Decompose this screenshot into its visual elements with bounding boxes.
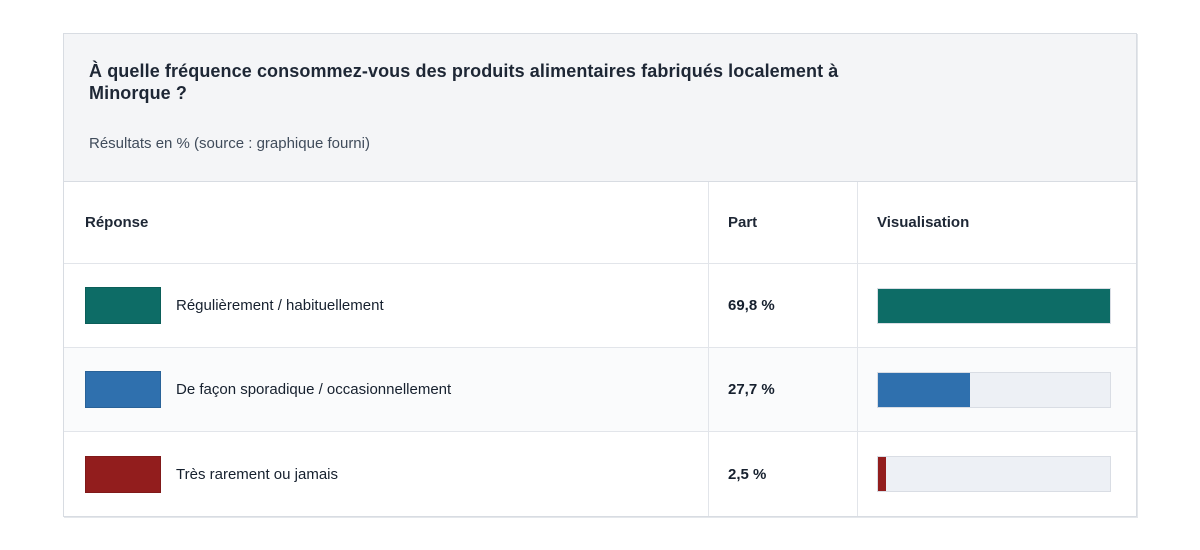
column-header-visualisation: Visualisation — [877, 214, 970, 231]
answer-cell: Très rarement ou jamais — [64, 432, 709, 516]
viz-bar-track — [877, 371, 1111, 408]
survey-results-card: À quelle fréquence consommez-vous des pr… — [63, 33, 1137, 517]
table-row: Régulièrement / habituellement 69,8 % — [64, 264, 1136, 348]
answer-cell: De façon sporadique / occasionnellement — [64, 348, 709, 431]
visualization-cell — [858, 432, 1136, 516]
table-row: Très rarement ou jamais 2,5 % — [64, 432, 1136, 516]
viz-bar-fill — [878, 457, 887, 491]
table-header-row: Réponse Part Visualisation — [64, 182, 1136, 264]
subtitle: Résultats en % (source : graphique fourn… — [89, 135, 370, 152]
visualization-cell — [858, 348, 1136, 431]
results-table: Réponse Part Visualisation Régulièrement… — [64, 182, 1136, 516]
viz-bar-fill — [878, 288, 1110, 323]
answer-label: Régulièrement / habituellement — [176, 297, 384, 314]
viz-bar-track — [877, 287, 1111, 324]
answer-cell: Régulièrement / habituellement — [64, 264, 709, 347]
percent-value: 2,5 % — [728, 465, 767, 483]
part-cell: 27,7 % — [709, 348, 858, 431]
table-row: De façon sporadique / occasionnellement … — [64, 348, 1136, 432]
card-header: À quelle fréquence consommez-vous des pr… — [64, 34, 1136, 182]
percent-value: 27,7 % — [728, 381, 775, 398]
answer-label: Très rarement ou jamais — [176, 465, 338, 483]
viz-bar-fill — [878, 372, 971, 407]
page-title: À quelle fréquence consommez-vous des pr… — [89, 61, 839, 103]
column-header-part: Part — [709, 182, 858, 263]
part-cell: 2,5 % — [709, 432, 858, 516]
visualization-cell — [858, 264, 1136, 347]
row-color-swatch — [85, 287, 161, 324]
answer-label: De façon sporadique / occasionnellement — [176, 381, 452, 398]
part-cell: 69,8 % — [709, 264, 858, 347]
row-color-swatch — [85, 455, 161, 493]
percent-value: 69,8 % — [728, 297, 775, 314]
row-color-swatch — [85, 371, 161, 408]
column-header-reponse: Réponse — [64, 182, 709, 263]
viz-bar-track — [877, 456, 1111, 492]
